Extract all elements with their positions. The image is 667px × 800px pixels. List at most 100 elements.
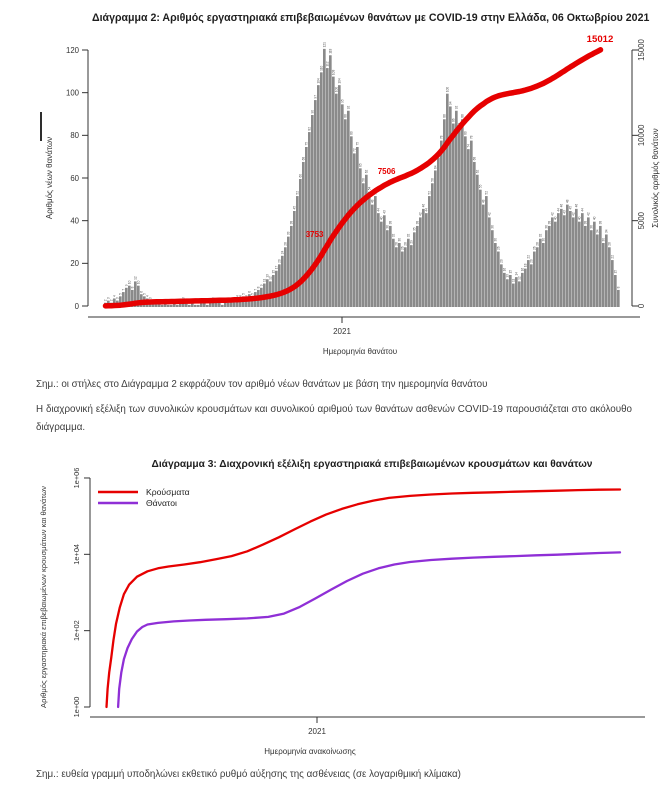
bar-label: 5 <box>250 293 254 295</box>
bar <box>137 285 140 307</box>
legend-label-deaths: Θάνατοι <box>146 498 177 508</box>
bar-label: 3 <box>115 297 119 299</box>
tick-label: 1e+02 <box>72 620 81 641</box>
bar <box>224 302 227 307</box>
bar <box>455 110 458 307</box>
bar-label: 32 <box>538 233 542 237</box>
bar <box>296 196 299 307</box>
bar-label: 42 <box>550 212 554 216</box>
bar <box>386 230 389 307</box>
bar-label: 28 <box>607 242 611 246</box>
bar <box>587 217 590 307</box>
bar <box>617 289 620 307</box>
bar <box>557 213 560 307</box>
chart2-x-label: Ημερομηνία θανάτου <box>323 347 397 356</box>
milestone-annotation: 7506 <box>378 167 396 176</box>
bar <box>290 225 293 307</box>
bar <box>398 243 401 307</box>
bar <box>203 302 206 307</box>
bar-label: 45 <box>292 206 296 210</box>
bar <box>230 300 233 307</box>
bar <box>293 211 296 307</box>
bar-label: 34 <box>595 229 599 233</box>
bar-label: 8 <box>616 286 620 288</box>
bar-label: 12 <box>517 276 521 280</box>
bar <box>512 283 515 307</box>
bar <box>266 279 269 307</box>
bar <box>443 119 446 308</box>
bar <box>350 136 353 307</box>
bar <box>164 302 167 307</box>
bar-label: 4 <box>244 295 248 297</box>
bar-label: 52 <box>427 191 431 195</box>
bar-label: 46 <box>574 204 578 208</box>
bar <box>593 221 596 307</box>
tick-label: 100 <box>66 88 80 97</box>
bar-label: 58 <box>361 178 365 182</box>
bar-label: 30 <box>601 238 605 242</box>
bar-label: 6 <box>139 291 143 293</box>
tick-label: 80 <box>70 131 79 140</box>
bar <box>578 221 581 307</box>
bar <box>497 251 500 307</box>
tick-label: 60 <box>70 174 79 183</box>
bar-label: 18 <box>523 263 527 267</box>
bar <box>227 302 230 307</box>
bar-label: 52 <box>295 191 299 195</box>
bar <box>152 302 155 307</box>
bar <box>539 238 542 307</box>
bar-label: 75 <box>355 142 359 146</box>
tick-label: 1e+00 <box>72 697 81 718</box>
chart3-title: Διάγραμμα 3: Διαχρονική εξέλιξη εργαστηρ… <box>152 459 593 470</box>
bar-label: 74 <box>466 144 470 148</box>
bar <box>179 302 182 307</box>
bar <box>221 304 224 307</box>
bar <box>113 298 116 307</box>
bar <box>167 304 170 307</box>
bar <box>491 230 494 307</box>
bar <box>419 217 422 307</box>
bar <box>131 289 134 307</box>
bar-label: 22 <box>610 255 614 259</box>
bar-label: 36 <box>490 225 494 229</box>
bar <box>410 245 413 307</box>
bar-label: 3 <box>106 297 110 299</box>
tick-label: 15000 <box>637 38 646 60</box>
series-line-cases <box>105 488 622 709</box>
bar <box>332 76 335 307</box>
bar <box>437 157 440 307</box>
bar-label: 6 <box>247 291 251 293</box>
bar-label: 5 <box>241 293 245 295</box>
bar-label: 58 <box>430 178 434 182</box>
bar <box>611 260 614 307</box>
bar-label: 16 <box>520 268 524 272</box>
bar <box>335 93 338 308</box>
bar-label: 36 <box>589 225 593 229</box>
bar-label: 62 <box>364 169 368 173</box>
tick-label: 0 <box>637 303 646 308</box>
bar-label: 86 <box>451 118 455 122</box>
bar <box>479 189 482 307</box>
bar-label: 90 <box>310 110 314 114</box>
bar <box>548 225 551 307</box>
bar-label: 42 <box>487 212 491 216</box>
bar-label: 10 <box>136 280 140 284</box>
bar-label: 7 <box>121 289 125 291</box>
bar <box>392 238 395 307</box>
bar <box>560 208 563 307</box>
bar-label: 82 <box>307 127 311 131</box>
bar <box>275 270 278 307</box>
bar <box>596 234 599 307</box>
bar <box>566 204 569 307</box>
bar <box>365 174 368 307</box>
bar-label: 94 <box>448 101 452 105</box>
bar-label: 100 <box>334 87 338 93</box>
bar <box>215 302 218 307</box>
bar <box>191 302 194 307</box>
bar <box>602 243 605 307</box>
bar-label: 38 <box>388 221 392 225</box>
chart3-legend: Κρούσματα Θάνατοι <box>98 487 190 508</box>
bar <box>359 168 362 307</box>
bar <box>452 123 455 308</box>
bar <box>122 292 125 307</box>
